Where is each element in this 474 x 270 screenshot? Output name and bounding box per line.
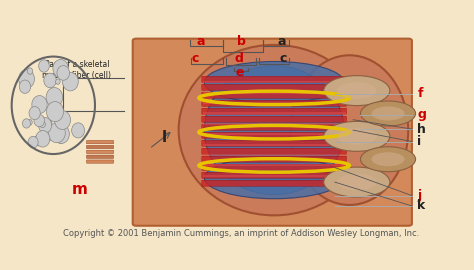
Bar [202,133,346,135]
Text: a: a [196,35,205,48]
Text: j: j [418,189,421,202]
Text: e: e [235,66,244,79]
Ellipse shape [204,157,344,199]
FancyBboxPatch shape [87,160,114,163]
Text: Copyright © 2001 Benjamin Cummings, an imprint of Addison Wesley Longman, Inc.: Copyright © 2001 Benjamin Cummings, an i… [63,229,419,238]
Ellipse shape [22,119,30,128]
Bar [202,102,346,104]
FancyBboxPatch shape [202,180,346,186]
FancyBboxPatch shape [87,150,114,153]
Ellipse shape [46,102,64,122]
Bar [202,112,346,114]
FancyBboxPatch shape [87,155,114,158]
Ellipse shape [72,123,84,138]
Bar [202,144,346,146]
Ellipse shape [27,68,33,74]
Ellipse shape [324,122,390,151]
Ellipse shape [34,114,45,127]
Ellipse shape [18,70,35,88]
Text: f: f [418,87,423,100]
FancyBboxPatch shape [202,124,346,130]
Bar [202,164,346,167]
Ellipse shape [204,66,344,195]
Bar [202,92,346,94]
Ellipse shape [34,135,44,146]
Ellipse shape [61,69,66,75]
Ellipse shape [63,119,68,124]
Text: c: c [191,52,199,65]
Ellipse shape [57,66,70,80]
FancyBboxPatch shape [202,172,346,178]
Text: g: g [418,108,426,121]
Text: b: b [237,35,246,48]
FancyBboxPatch shape [87,140,114,144]
Text: k: k [418,200,426,212]
Ellipse shape [372,152,405,166]
Text: c: c [280,52,287,65]
FancyBboxPatch shape [202,140,346,146]
Ellipse shape [46,136,51,141]
Text: l: l [161,130,166,145]
Ellipse shape [46,87,63,107]
Ellipse shape [19,80,31,93]
Bar [202,81,346,83]
Ellipse shape [63,72,78,91]
Ellipse shape [337,174,377,191]
Ellipse shape [45,119,52,128]
Text: i: i [418,135,421,148]
Ellipse shape [39,60,49,72]
FancyBboxPatch shape [202,108,346,114]
Bar [202,154,346,156]
Ellipse shape [54,127,67,143]
Ellipse shape [337,82,377,99]
Ellipse shape [53,125,69,143]
Ellipse shape [36,130,50,147]
FancyBboxPatch shape [202,76,346,82]
FancyBboxPatch shape [202,156,346,162]
Bar [202,175,346,177]
Ellipse shape [291,55,408,205]
Ellipse shape [28,136,38,148]
Text: d: d [235,52,244,65]
Ellipse shape [55,111,71,129]
Ellipse shape [38,117,52,133]
Ellipse shape [32,96,47,113]
FancyBboxPatch shape [202,92,346,98]
FancyBboxPatch shape [202,84,346,90]
Ellipse shape [48,123,65,143]
Text: h: h [418,123,426,136]
FancyBboxPatch shape [202,132,346,138]
Ellipse shape [44,73,56,88]
FancyBboxPatch shape [87,145,114,149]
FancyBboxPatch shape [202,100,346,106]
Text: m: m [72,182,87,197]
Ellipse shape [372,106,405,120]
Ellipse shape [360,101,416,126]
Ellipse shape [324,76,390,106]
Ellipse shape [29,107,40,120]
Text: Part of a skeletal
muscle fiber (cell): Part of a skeletal muscle fiber (cell) [42,60,111,80]
FancyBboxPatch shape [202,148,346,154]
Ellipse shape [204,62,344,103]
Text: a: a [277,35,286,48]
Ellipse shape [27,119,32,125]
Ellipse shape [360,147,416,172]
Ellipse shape [53,59,68,77]
Ellipse shape [55,79,60,84]
Ellipse shape [324,167,390,197]
Ellipse shape [337,128,377,145]
FancyBboxPatch shape [202,116,346,122]
FancyBboxPatch shape [133,39,412,226]
FancyBboxPatch shape [202,164,346,170]
Ellipse shape [40,121,46,128]
Bar [202,123,346,125]
Ellipse shape [179,45,370,215]
